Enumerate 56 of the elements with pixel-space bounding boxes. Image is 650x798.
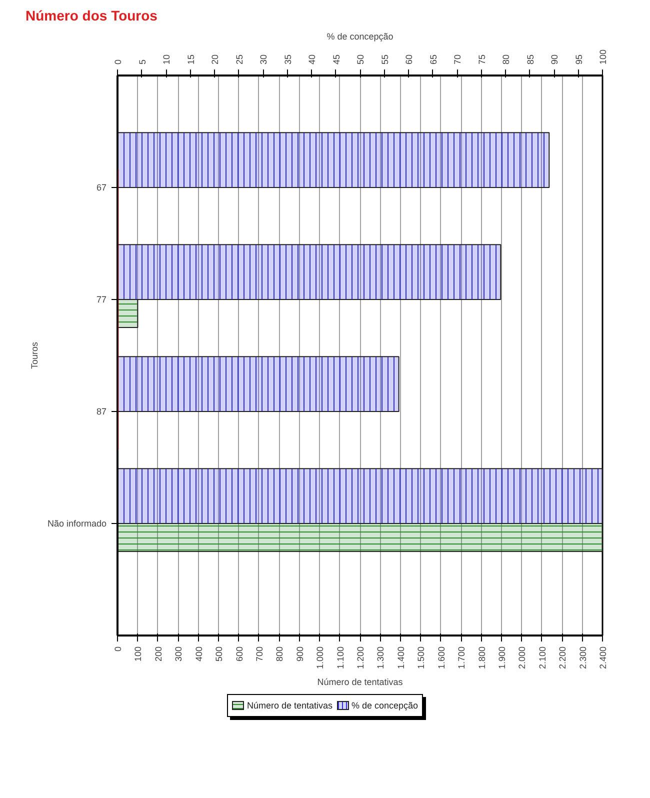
x-axis-title: Número de tentativas: [317, 677, 404, 688]
x-tick-label: 1.800: [476, 646, 487, 670]
x2-tick-label: 15: [186, 54, 196, 64]
x2-tick-label: 30: [258, 54, 268, 64]
x2-tick-label: 35: [282, 54, 293, 64]
x2-tick-label: 25: [234, 54, 244, 64]
x2-tick-label: 40: [307, 54, 317, 64]
x2-tick-label: 10: [162, 54, 172, 64]
x-tick-label: 1.500: [416, 646, 426, 670]
y-tick-label: 67: [96, 182, 107, 192]
x-tick-label: 700: [254, 646, 264, 662]
x-tick-label: 100: [133, 646, 144, 662]
x-tick-label: 1.600: [436, 646, 446, 670]
x2-tick-label: 20: [210, 54, 220, 64]
x2-tick-label: 95: [574, 54, 584, 64]
y-axis-title: Touros: [29, 341, 40, 370]
chart-title: Número dos Touros: [26, 8, 158, 24]
x-tick-label: 0: [113, 646, 123, 652]
y-tick-label: Não informado: [47, 518, 107, 528]
x-tick-label: 500: [214, 646, 224, 662]
x2-tick-label: 45: [331, 54, 342, 64]
legend-label: % de concepção: [352, 700, 418, 710]
x-tick-label: 1.100: [335, 646, 346, 670]
x2-tick-label: 90: [550, 54, 560, 64]
x-tick-label: 800: [274, 646, 285, 662]
legend-label: Número de tentativas: [246, 700, 332, 710]
x-tick-label: 300: [174, 646, 184, 662]
x-tick-label: 400: [194, 646, 204, 662]
x2-tick-label: 60: [404, 54, 414, 64]
x2-tick-label: 65: [428, 54, 438, 64]
x2-tick-label: 55: [380, 54, 390, 64]
x2-tick-label: 85: [525, 54, 536, 64]
x2-axis-title: % de concepção: [326, 31, 394, 42]
x-tick-label: 200: [153, 646, 164, 662]
x-tick-label: 600: [234, 646, 244, 662]
x-tick-label: 1.900: [496, 646, 507, 670]
x-tick-label: 1.000: [315, 646, 326, 670]
x2-tick-label: 50: [356, 54, 366, 64]
x-tick-label: 1.400: [396, 646, 406, 670]
x-tick-label: 1.200: [356, 646, 366, 670]
x2-tick-label: 80: [501, 54, 511, 64]
x-tick-label: 1.700: [456, 646, 467, 670]
x2-tick-label: 0: [113, 59, 123, 64]
x2-tick-label: 5: [137, 59, 148, 64]
x2-tick-label: 75: [476, 54, 487, 64]
x-tick-label: 1.300: [376, 646, 386, 670]
x2-tick-label: 100: [598, 49, 608, 64]
x-tick-label: 2.100: [537, 646, 548, 670]
x-tick-label: 900: [294, 646, 305, 662]
y-tick-label: 87: [96, 406, 107, 416]
x-tick-label: 2.300: [578, 646, 588, 670]
x2-tick-label: 70: [452, 54, 462, 64]
y-tick-label: 77: [96, 294, 107, 304]
x-tick-label: 2.400: [598, 646, 608, 670]
x-tick-label: 2.000: [517, 646, 528, 670]
x-tick-label: 2.200: [558, 646, 568, 670]
